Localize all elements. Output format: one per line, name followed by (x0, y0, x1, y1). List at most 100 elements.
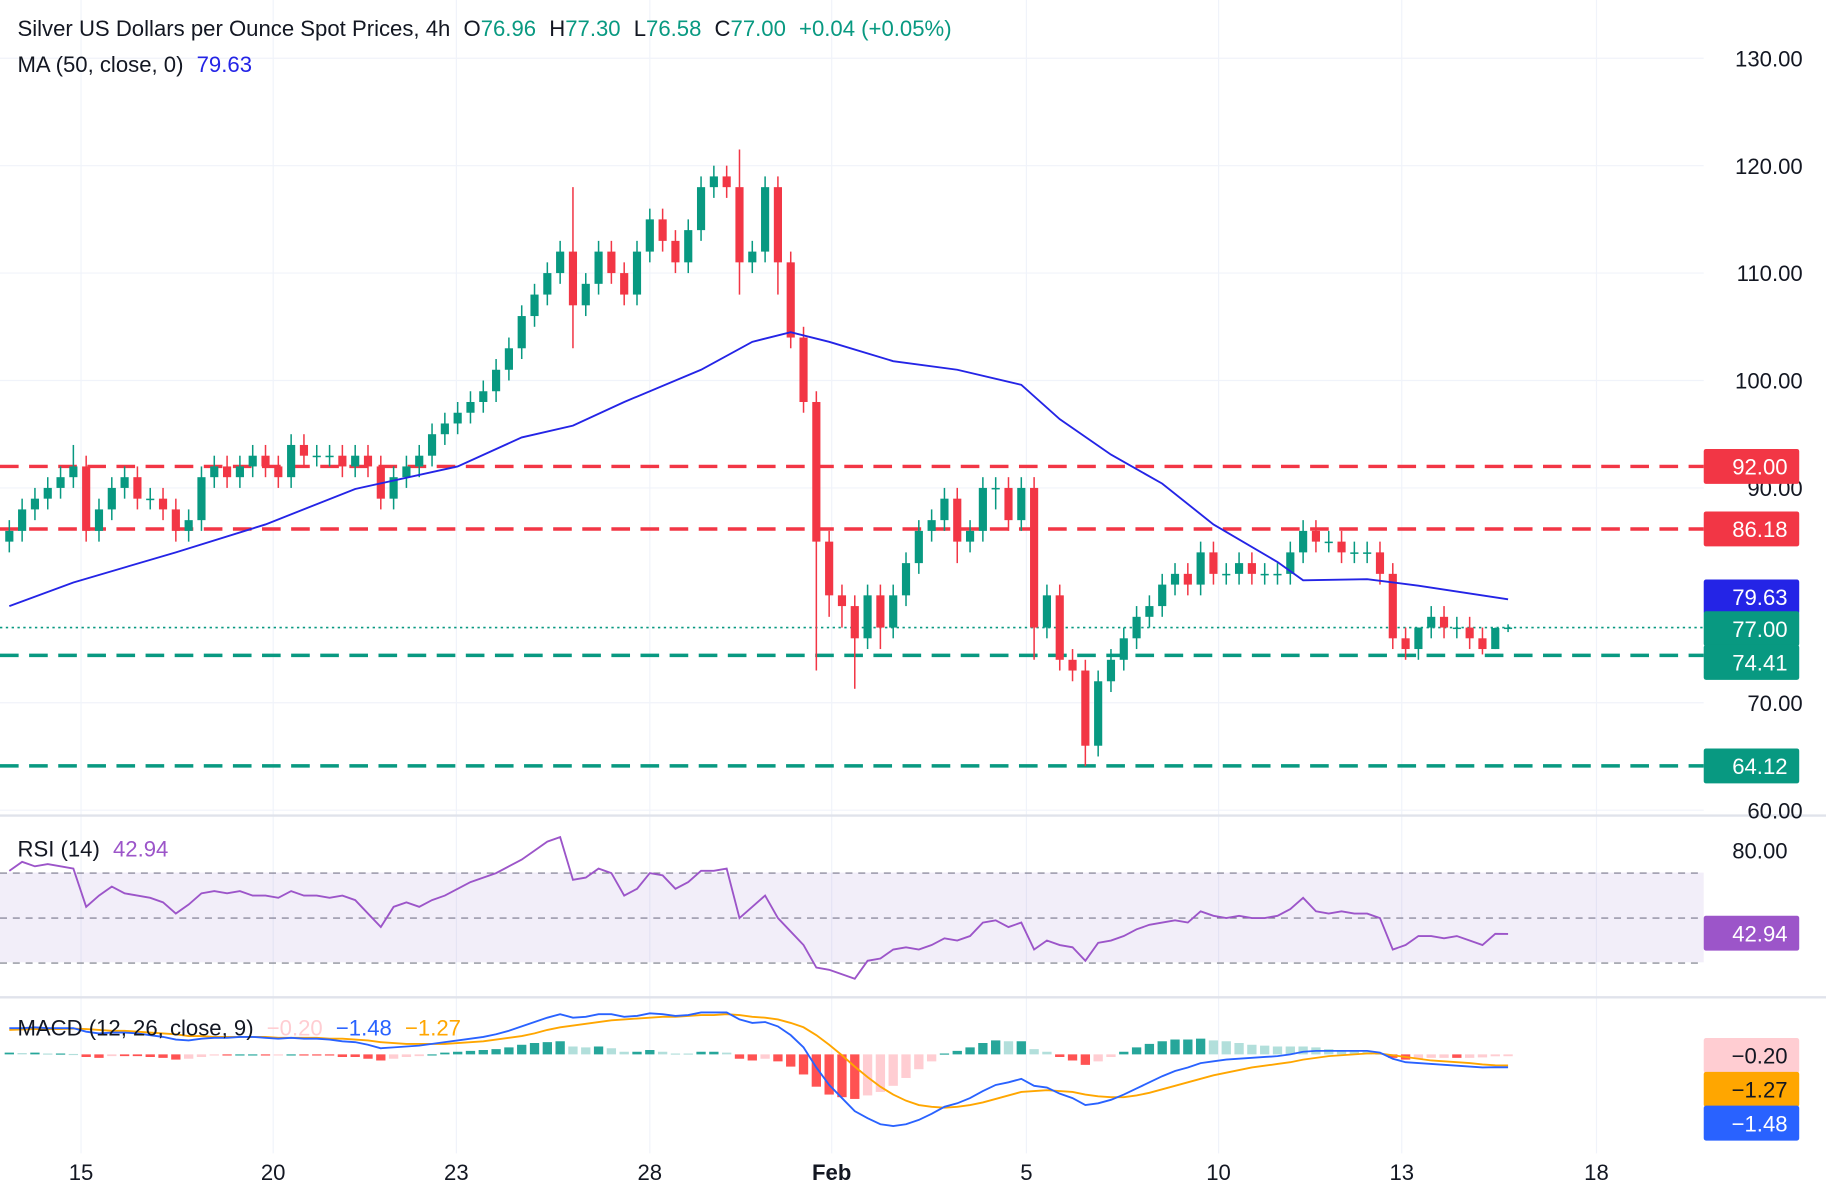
macd-histogram-bar (132, 1054, 143, 1057)
macd-histogram-bar (1260, 1045, 1270, 1055)
macd-histogram-bar (440, 1052, 450, 1055)
bearish-candle (1311, 530, 1321, 542)
bullish-candle (427, 434, 437, 456)
close-label: C (714, 17, 731, 42)
open-value: 76.96 (480, 17, 537, 42)
level-tag-64-box (1703, 748, 1800, 784)
macd-histogram-bar (1221, 1041, 1231, 1055)
bearish-candle (133, 477, 142, 499)
macd-histogram-bar (1119, 1051, 1129, 1055)
macd-histogram-bar (312, 1054, 322, 1056)
macd-histogram-bar (453, 1051, 463, 1055)
macd-histogram-bar (991, 1040, 1001, 1055)
macd-histogram-bar (4, 1052, 14, 1055)
macd-histogram-bar (965, 1047, 975, 1055)
level-tag-74: 74.41 (1732, 651, 1787, 676)
macd-histogram-bar (1439, 1054, 1449, 1058)
rsi-tick-label: 80.00 (1732, 839, 1787, 864)
macd-histogram-bar (30, 1052, 40, 1055)
bullish-candle (863, 595, 872, 639)
x-tick-label: 13 (1389, 1160, 1414, 1185)
bearish-candle (876, 595, 885, 628)
macd-histogram-bar (837, 1054, 847, 1098)
bullish-candle (389, 477, 398, 499)
ma-legend[interactable]: MA (50, close, 0) 79.63 (17, 54, 259, 80)
candles (5, 149, 1513, 767)
rsi-legend[interactable]: RSI (14) 42.94 (17, 838, 175, 864)
macd-histogram-bar (1336, 1050, 1347, 1055)
bullish-candle (312, 455, 321, 458)
bearish-candle (786, 262, 795, 338)
bullish-candle (120, 477, 129, 488)
bearish-candle (261, 455, 270, 467)
ma-value: 79.63 (196, 53, 252, 79)
macd-histogram-bar (1272, 1046, 1283, 1055)
rsi-value-tag: 42.94 (1732, 921, 1787, 946)
x-tick-label: 5 (1020, 1160, 1032, 1185)
macd-histogram-bar (414, 1054, 424, 1057)
macd-histogram-bar (1349, 1050, 1360, 1055)
macd-histogram-bar (248, 1054, 258, 1056)
bullish-candle (1094, 681, 1103, 746)
bearish-candle (1401, 638, 1410, 650)
bearish-candle (1465, 627, 1474, 639)
bullish-candle (479, 391, 488, 402)
bullish-candle (1363, 552, 1372, 554)
macd-histogram-bar (811, 1054, 822, 1087)
macd-histogram-bar (632, 1051, 642, 1055)
macd-histogram-bar (196, 1054, 207, 1057)
bearish-candle (607, 251, 616, 274)
macd-hist-tag: −0.20 (1732, 1044, 1788, 1069)
price-axis[interactable]: 130.00120.00110.00100.0090.0070.0060.008… (1732, 46, 1803, 863)
macd-signal-value: −1.27 (404, 1017, 461, 1042)
macd-histogram-bar (888, 1054, 898, 1086)
bearish-candle (735, 187, 744, 263)
bearish-candle (274, 466, 283, 478)
bullish-candle (1196, 552, 1205, 585)
bullish-candle (1145, 606, 1154, 617)
bullish-candle (184, 520, 193, 531)
bullish-candle (684, 230, 693, 263)
bullish-candle (18, 509, 27, 531)
macd-legend[interactable]: MACD (12, 26, close, 9) −0.20 −1.48 −1.2… (17, 1017, 467, 1043)
macd-histogram-bar (824, 1054, 834, 1095)
bearish-candle (722, 176, 731, 188)
macd-histogram-bar (286, 1054, 296, 1056)
macd-histogram-bar (901, 1054, 911, 1078)
rsi-value-tag-box (1703, 915, 1800, 951)
bullish-candle (492, 369, 501, 392)
bullish-candle (287, 444, 296, 478)
bullish-candle (440, 423, 449, 435)
macd-histogram-bar (1055, 1054, 1065, 1057)
bearish-candle (1081, 670, 1090, 746)
x-tick-label: 15 (69, 1160, 94, 1185)
bearish-candle (223, 466, 232, 478)
bullish-candle (325, 455, 334, 458)
macd-histogram-bar (606, 1048, 617, 1055)
close-value: 77.00 (730, 17, 786, 42)
bullish-candle (69, 466, 78, 478)
bearish-candle (1337, 541, 1346, 553)
macd-histogram-bar (1131, 1047, 1142, 1055)
bullish-candle (645, 219, 654, 252)
time-axis[interactable]: 15 20 23 28 Feb 5 10 13 18 (69, 1160, 1609, 1185)
macd-histogram-bar (171, 1054, 181, 1060)
macd-histogram-bar (683, 1053, 693, 1055)
bullish-candle (927, 520, 936, 531)
bearish-candle (338, 455, 347, 467)
bullish-candle (709, 176, 718, 188)
bullish-candle (466, 401, 475, 413)
bearish-candle (1478, 638, 1487, 650)
macd-histogram-bar (55, 1053, 66, 1055)
bearish-candle (1068, 659, 1077, 671)
grid (0, 0, 1704, 1154)
macd-histogram-bar (850, 1054, 860, 1099)
macd-histogram-bar (145, 1054, 155, 1057)
bullish-candle (1414, 627, 1423, 650)
macd-histogram-bar (1080, 1054, 1091, 1065)
macd-histogram-bar (1413, 1054, 1424, 1059)
macd-histogram-bar (722, 1052, 732, 1055)
bullish-candle (30, 498, 40, 510)
rsi-value: 42.94 (112, 837, 169, 863)
